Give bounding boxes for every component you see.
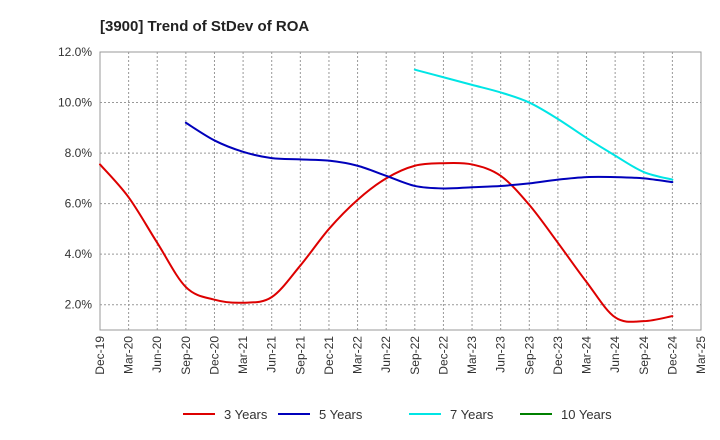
x-tick-label: Dec-20 [207, 336, 221, 375]
x-tick-label: Mar-23 [465, 336, 479, 374]
x-tick-label: Dec-24 [665, 336, 679, 375]
series-line-7-years [413, 68, 674, 181]
legend-item-5-years: 5 Years [278, 407, 363, 422]
x-axis-ticks: Dec-19 Mar-20 Jun-20 Sep-20 Dec-20 Mar-21 Jun-… [93, 336, 708, 375]
x-tick-label: Mar-22 [351, 336, 365, 374]
legend: 3 Years 5 Years 7 Years 10 Years [183, 407, 612, 422]
y-tick-label: 10.0% [58, 96, 92, 110]
x-tick-label: Sep-21 [293, 336, 307, 375]
x-tick-label: Sep-24 [637, 336, 651, 375]
legend-label: 3 Years [224, 407, 268, 422]
x-tick-label: Sep-22 [408, 336, 422, 375]
plot-area-frame [99, 51, 702, 331]
legend-item-7-years: 7 Years [409, 407, 494, 422]
x-tick-label: Jun-21 [265, 336, 279, 373]
x-tick-label: Dec-19 [93, 336, 107, 375]
x-tick-label: Dec-21 [322, 336, 336, 375]
x-tick-label: Jun-24 [608, 336, 622, 373]
x-tick-label: Sep-23 [522, 336, 536, 375]
y-tick-label: 12.0% [58, 45, 92, 59]
x-tick-label: Sep-20 [179, 336, 193, 375]
legend-label: 5 Years [319, 407, 363, 422]
grid [100, 52, 701, 330]
x-tick-label: Jun-23 [494, 336, 508, 373]
y-tick-label: 8.0% [65, 146, 93, 160]
legend-item-3-years: 3 Years [183, 407, 268, 422]
series-lines [99, 68, 674, 323]
y-tick-label: 2.0% [65, 298, 93, 312]
y-tick-label: 6.0% [65, 197, 93, 211]
x-tick-label: Dec-23 [551, 336, 565, 375]
legend-label: 10 Years [561, 407, 612, 422]
legend-label: 7 Years [450, 407, 494, 422]
chart-title: [3900] Trend of StDev of ROA [100, 18, 309, 35]
y-axis-ticks: 2.0% 4.0% 6.0% 8.0% 10.0% 12.0% [58, 45, 92, 312]
x-tick-label: Mar-21 [236, 336, 250, 374]
x-tick-label: Jun-20 [150, 336, 164, 373]
x-tick-label: Dec-22 [436, 336, 450, 375]
x-tick-label: Jun-22 [379, 336, 393, 373]
series-line-5-years [184, 121, 674, 190]
x-tick-label: Mar-25 [694, 336, 708, 374]
x-tick-label: Mar-20 [122, 336, 136, 374]
x-tick-label: Mar-24 [580, 336, 594, 374]
series-line-3-years [99, 161, 674, 323]
y-tick-label: 4.0% [65, 247, 93, 261]
legend-item-10-years: 10 Years [520, 407, 612, 422]
